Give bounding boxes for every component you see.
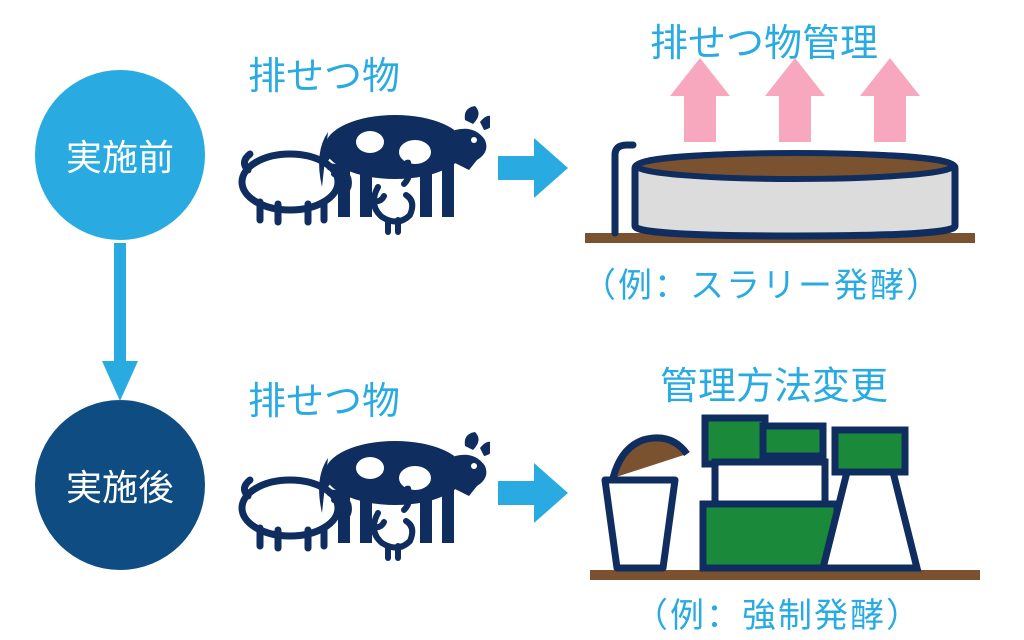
excreta-label-2: 排せつ物 [248, 370, 400, 425]
arrow-right-icon-1 [498, 138, 568, 198]
example-slurry-label: （例：スラリー発酵） [582, 258, 942, 307]
circle-after: 実施後 [35, 400, 205, 570]
circle-before: 実施前 [35, 70, 205, 240]
circle-after-label: 実施後 [66, 459, 174, 511]
arrow-right-icon-2 [498, 463, 568, 523]
livestock-icon-2 [230, 418, 490, 568]
circle-before-label: 実施前 [66, 129, 174, 181]
livestock-icon-1 [230, 92, 490, 242]
example-forced-label: （例：強制発酵） [634, 588, 922, 637]
composting-machine-icon [585, 400, 985, 600]
arrow-down-icon [102, 243, 138, 403]
slurry-tank-icon [575, 58, 985, 273]
